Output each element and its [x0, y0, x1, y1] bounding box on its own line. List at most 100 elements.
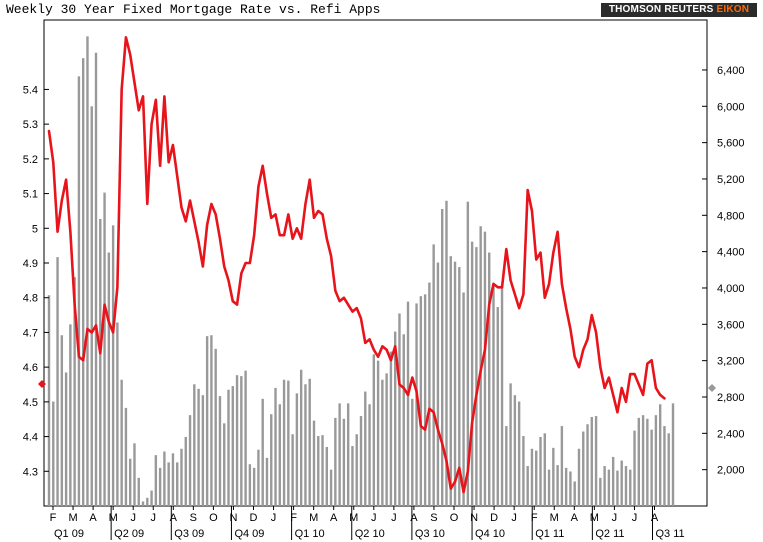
- month-label: J: [271, 512, 277, 524]
- bar: [111, 225, 115, 507]
- bar: [287, 380, 290, 506]
- bar: [86, 36, 89, 506]
- plot-area-frame: [43, 19, 708, 507]
- bar: [398, 313, 401, 506]
- month-label: A: [89, 512, 97, 524]
- bar: [103, 192, 106, 506]
- bar: [633, 430, 636, 506]
- bar: [650, 429, 653, 506]
- bar: [389, 351, 393, 506]
- left-tick-label: 4.4: [23, 432, 38, 444]
- bar: [492, 285, 495, 506]
- bar: [99, 218, 102, 506]
- bar: [261, 398, 264, 506]
- bar: [372, 354, 376, 506]
- bar: [116, 322, 119, 506]
- right-tick-label: 6,000: [717, 101, 745, 113]
- month-label: F: [290, 512, 297, 524]
- bar: [586, 424, 589, 506]
- quarter-label: Q4 09: [234, 528, 264, 540]
- month-label: S: [190, 512, 197, 524]
- bar: [603, 466, 606, 506]
- right-tick-label: 4,400: [717, 247, 745, 259]
- bar: [231, 386, 234, 506]
- bar: [60, 335, 64, 506]
- bar: [184, 436, 187, 506]
- bar: [252, 467, 256, 506]
- bar: [227, 389, 230, 506]
- bar: [599, 477, 602, 506]
- bar: [466, 201, 470, 506]
- bar: [428, 282, 431, 506]
- bar: [274, 387, 277, 506]
- right-tick-label: 2,000: [717, 465, 745, 477]
- bar: [278, 404, 281, 506]
- brand-logo: THOMSON REUTERS EIKON: [601, 3, 757, 17]
- bar: [325, 446, 329, 506]
- chart-title: Weekly 30 Year Fixed Mortgage Rate vs. R…: [6, 2, 381, 17]
- bar: [594, 416, 598, 506]
- bar: [526, 466, 529, 506]
- month-label: J: [371, 512, 377, 524]
- bar: [141, 501, 145, 506]
- bar: [535, 450, 538, 506]
- bar: [218, 396, 222, 506]
- bar: [240, 376, 243, 506]
- bar: [64, 372, 68, 506]
- bar: [304, 384, 307, 506]
- bar: [376, 360, 380, 506]
- left-tick-label: 4.3: [23, 466, 38, 478]
- bar: [624, 466, 628, 506]
- bar: [423, 294, 427, 506]
- bar: [90, 106, 93, 507]
- bar: [205, 336, 209, 506]
- right-tick-label: 2,400: [717, 428, 745, 440]
- bar: [257, 449, 260, 506]
- month-label: J: [511, 512, 517, 524]
- bar: [52, 401, 55, 506]
- month-label: A: [410, 512, 418, 524]
- bar: [560, 426, 564, 506]
- x-axis: F M A M J J A S O N D J F M A M J J A S O N D J F M A M J J AQ1 09 Q2 0…: [50, 506, 685, 540]
- bar: [180, 448, 183, 506]
- bar: [368, 404, 371, 506]
- bar: [449, 256, 452, 506]
- bar: [475, 247, 478, 506]
- month-label: M: [550, 512, 559, 524]
- bar: [146, 497, 149, 506]
- month-label: N: [470, 512, 478, 524]
- right-tick-label: 4,800: [717, 210, 745, 222]
- quarter-label: Q3 10: [415, 528, 445, 540]
- bar: [158, 467, 162, 506]
- line-series: [47, 36, 666, 494]
- bar: [654, 415, 658, 506]
- bar: [577, 448, 581, 506]
- bar: [329, 469, 333, 506]
- month-label: A: [330, 512, 338, 524]
- month-label: O: [450, 512, 459, 524]
- month-label: S: [430, 512, 437, 524]
- quarter-label: Q1 10: [295, 528, 325, 540]
- bar: [590, 416, 593, 506]
- bar: [265, 457, 269, 506]
- month-label: F: [50, 512, 57, 524]
- bar: [547, 469, 551, 506]
- rate-line: [47, 36, 666, 494]
- bar: [419, 296, 423, 506]
- bar: [133, 443, 136, 506]
- bar: [406, 301, 410, 506]
- brand-accent: EIKON: [716, 4, 750, 15]
- left-tick-label: 4.9: [23, 258, 38, 270]
- bar: [496, 307, 499, 506]
- bar: [543, 433, 546, 506]
- bar: [629, 469, 632, 506]
- right-axis: 2,000 2,400 2,800 3,200 3,600 4,000 4,400 4,800…: [702, 65, 745, 477]
- bar: [342, 418, 346, 506]
- month-label: O: [209, 512, 218, 524]
- month-label: M: [68, 512, 77, 524]
- bar: [317, 436, 320, 506]
- right-tick-label: 2,800: [717, 392, 745, 404]
- bar: [282, 379, 286, 506]
- month-label: M: [590, 512, 599, 524]
